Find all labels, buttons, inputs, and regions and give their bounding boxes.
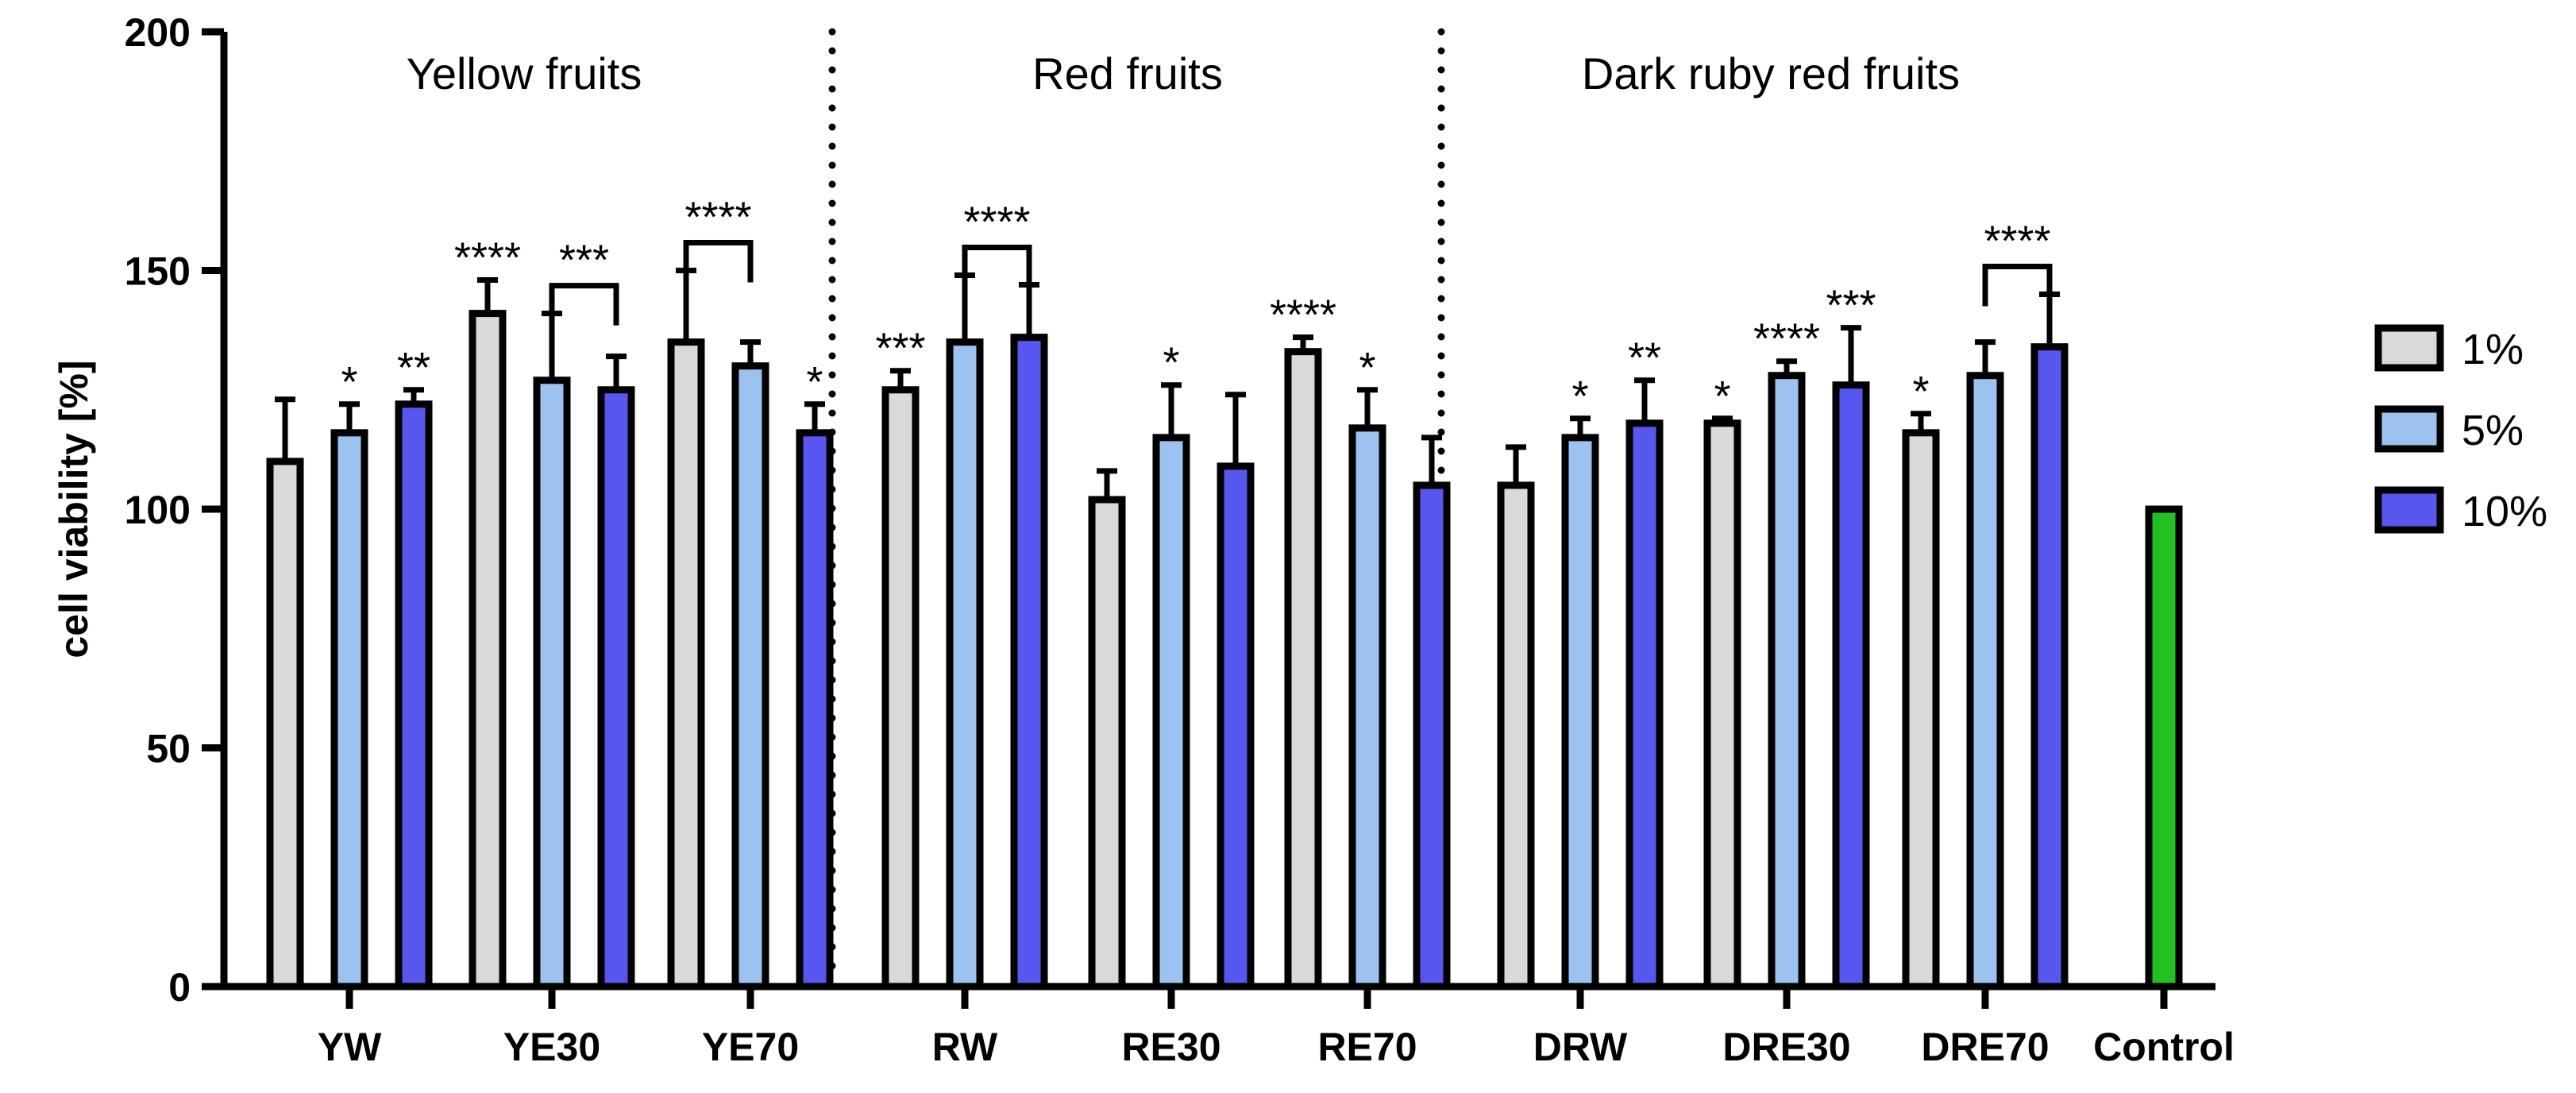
bar-RE70-5% [1348, 424, 1386, 991]
category-label: RE70 [1317, 1025, 1417, 1069]
significance-label: *** [1826, 282, 1876, 330]
bar-YE70-10% [796, 429, 834, 991]
category-label: Control [2093, 1025, 2235, 1069]
legend-swatch-10% [2374, 486, 2444, 534]
bar-DRE30-5% [1768, 372, 1806, 991]
legend-swatch-1% [2374, 324, 2444, 372]
bracket-label: **** [1984, 218, 2050, 265]
bar-YE70-5% [731, 362, 769, 991]
bar-RE70-1% [1284, 348, 1322, 991]
bar-RW-10% [1010, 334, 1048, 991]
significance-label: **** [1270, 292, 1336, 339]
group-label-yellow: Yellow fruits [407, 48, 642, 98]
bar-RE30-5% [1152, 434, 1190, 991]
category-label: DRE70 [1921, 1025, 2049, 1069]
legend-label: 5% [2462, 407, 2524, 454]
bar-RE30-1% [1088, 496, 1126, 991]
bar-DRW-5% [1561, 434, 1599, 991]
bar-DRE30-1% [1703, 419, 1741, 991]
legend-label: 1% [2462, 326, 2524, 373]
significance-marks: ************ ** * ******** ************* ****… [341, 194, 2053, 420]
y-tick-label: 200 [125, 10, 191, 55]
significance-label: ** [1628, 334, 1661, 382]
significance-label: * [1571, 373, 1588, 420]
bar-YE30-5% [533, 377, 571, 991]
category-label: DRW [1533, 1025, 1628, 1069]
bar-control [2145, 505, 2183, 991]
group-label-red: Red fruits [1032, 48, 1223, 98]
y-axis-label: cell viability [%] [52, 360, 96, 658]
bar-RE70-10% [1413, 481, 1451, 991]
legend-swatch-5% [2374, 405, 2444, 453]
significance-label: **** [454, 234, 521, 282]
category-label: DRE30 [1722, 1025, 1850, 1069]
comparison-bracket [962, 245, 1032, 288]
bar-DRE70-1% [1902, 429, 1940, 991]
bar-YW-5% [330, 429, 368, 991]
x-ticks: YW YE30 YE70 RW RE30 RE70 DRW DRE30 DRE70 Control [318, 987, 2235, 1069]
bar-YE70-1% [667, 338, 705, 991]
y-tick-label: 0 [168, 965, 191, 1010]
category-label: YE30 [503, 1025, 600, 1069]
y-ticks: 0 50 100 150 200 [125, 10, 224, 1010]
category-label: YW [318, 1025, 382, 1069]
bar-DRW-10% [1625, 419, 1664, 991]
bar-DRW-1% [1497, 481, 1535, 991]
comparison-bracket [1982, 264, 2053, 307]
bar-YW-10% [395, 400, 433, 991]
category-label: YE70 [702, 1025, 799, 1069]
bar-RW-5% [946, 338, 984, 991]
bars [266, 268, 2183, 991]
bracket-label: **** [684, 194, 751, 241]
bar-RW-1% [881, 386, 920, 991]
significance-label: **** [1753, 315, 1820, 363]
legend: 1% 5% 10% [2374, 324, 2547, 535]
legend-label: 10% [2462, 488, 2547, 535]
bar-YW-1% [266, 458, 304, 991]
bracket-label: **** [963, 199, 1030, 246]
y-tick-label: 50 [146, 727, 191, 771]
bar-DRE30-10% [1832, 381, 1870, 991]
bar-YE30-10% [597, 386, 635, 991]
significance-label: * [1163, 339, 1179, 387]
comparison-bracket [683, 240, 754, 283]
significance-label: * [1912, 368, 1929, 415]
significance-label: * [1359, 344, 1375, 392]
significance-label: * [1714, 373, 1730, 420]
significance-label: *** [875, 325, 925, 373]
comparison-bracket [549, 283, 619, 326]
group-label-dark-ruby: Dark ruby red fruits [1582, 48, 1960, 98]
bar-YE30-1% [469, 310, 507, 991]
category-label: RE30 [1121, 1025, 1221, 1069]
category-label: RW [932, 1025, 998, 1069]
bar-DRE70-10% [2030, 343, 2069, 991]
bar-RE30-10% [1217, 462, 1255, 991]
bracket-label: *** [559, 237, 609, 284]
bar-DRE70-5% [1966, 372, 2004, 991]
y-tick-label: 150 [125, 249, 191, 294]
y-tick-label: 100 [125, 488, 191, 532]
significance-label: ** [397, 344, 430, 392]
significance-label: * [341, 358, 357, 406]
significance-label: * [806, 358, 823, 406]
